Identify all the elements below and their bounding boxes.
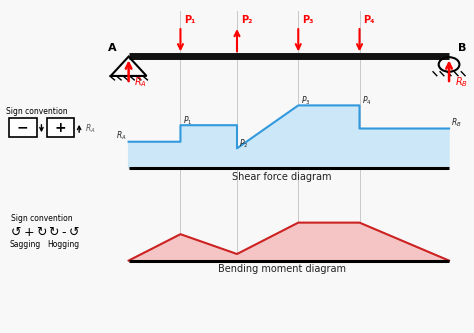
Text: A: A <box>108 43 117 53</box>
Text: Shear force diagram: Shear force diagram <box>232 172 331 182</box>
Text: $R_A$: $R_A$ <box>134 75 147 89</box>
Text: Sign convention: Sign convention <box>6 107 68 116</box>
Text: Sign convention: Sign convention <box>11 214 73 223</box>
Text: $R_B$: $R_B$ <box>451 116 462 129</box>
Text: $P_1$: $P_1$ <box>183 115 192 127</box>
Text: B: B <box>458 43 467 53</box>
Text: $R_B$: $R_B$ <box>455 75 468 89</box>
Text: −: − <box>17 121 28 135</box>
Text: P₃: P₃ <box>302 15 313 25</box>
Text: $P_4$: $P_4$ <box>362 95 372 107</box>
Text: Sagging: Sagging <box>10 240 41 249</box>
Text: $R_A$: $R_A$ <box>116 130 126 142</box>
Text: P₁: P₁ <box>184 15 196 25</box>
Text: $P_2$: $P_2$ <box>239 138 249 150</box>
FancyBboxPatch shape <box>9 118 36 138</box>
Text: $\circlearrowright$-$\circlearrowleft$: $\circlearrowright$-$\circlearrowleft$ <box>46 226 80 239</box>
Polygon shape <box>128 106 449 168</box>
Text: Hogging: Hogging <box>47 240 80 249</box>
Text: $R_A$: $R_A$ <box>85 123 96 136</box>
Text: P₄: P₄ <box>363 15 374 25</box>
FancyBboxPatch shape <box>46 118 74 138</box>
Text: $P_3$: $P_3$ <box>301 95 310 107</box>
Text: Bending moment diagram: Bending moment diagram <box>218 264 346 274</box>
Text: +: + <box>55 121 66 135</box>
Text: $\circlearrowleft$+$\circlearrowright$: $\circlearrowleft$+$\circlearrowright$ <box>9 226 48 239</box>
Polygon shape <box>128 223 449 261</box>
Text: P₂: P₂ <box>241 15 252 25</box>
